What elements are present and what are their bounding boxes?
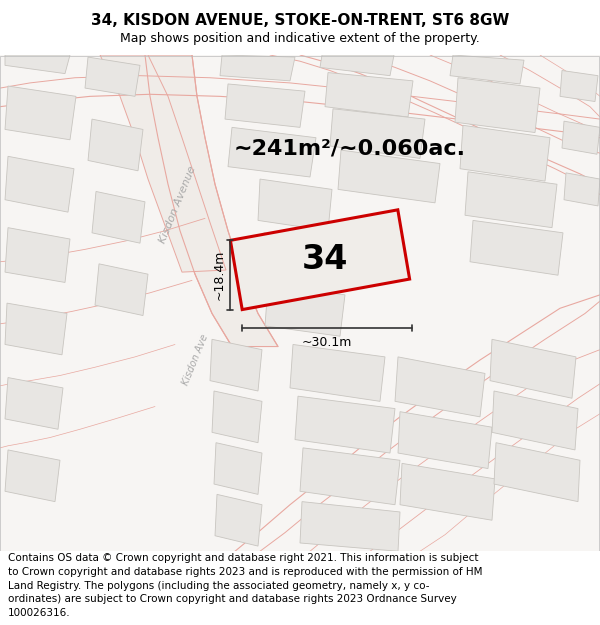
Polygon shape bbox=[560, 71, 598, 101]
Polygon shape bbox=[300, 502, 400, 551]
Polygon shape bbox=[95, 264, 148, 316]
Polygon shape bbox=[225, 84, 305, 127]
Polygon shape bbox=[220, 55, 295, 81]
Polygon shape bbox=[320, 55, 394, 76]
Polygon shape bbox=[5, 55, 70, 74]
Polygon shape bbox=[215, 494, 262, 546]
Polygon shape bbox=[395, 357, 485, 417]
Polygon shape bbox=[5, 450, 60, 502]
Polygon shape bbox=[490, 339, 576, 398]
Polygon shape bbox=[262, 233, 340, 284]
Polygon shape bbox=[564, 173, 600, 206]
Polygon shape bbox=[145, 55, 278, 346]
Text: Map shows position and indicative extent of the property.: Map shows position and indicative extent… bbox=[120, 32, 480, 45]
Text: 34: 34 bbox=[302, 243, 348, 276]
Polygon shape bbox=[300, 448, 400, 505]
Polygon shape bbox=[290, 344, 385, 401]
Polygon shape bbox=[5, 303, 67, 355]
Polygon shape bbox=[398, 412, 492, 469]
Polygon shape bbox=[100, 55, 226, 272]
Polygon shape bbox=[88, 119, 143, 171]
Polygon shape bbox=[210, 339, 262, 391]
Polygon shape bbox=[5, 86, 76, 140]
Polygon shape bbox=[325, 72, 413, 117]
Polygon shape bbox=[228, 127, 316, 177]
Polygon shape bbox=[85, 57, 140, 96]
Polygon shape bbox=[5, 228, 70, 282]
Polygon shape bbox=[5, 378, 63, 429]
Polygon shape bbox=[338, 150, 440, 203]
Polygon shape bbox=[92, 191, 145, 243]
Polygon shape bbox=[492, 391, 578, 450]
Polygon shape bbox=[562, 121, 600, 154]
Polygon shape bbox=[295, 396, 395, 453]
Polygon shape bbox=[265, 284, 345, 336]
Text: Kisdon Ave: Kisdon Ave bbox=[180, 333, 210, 387]
Polygon shape bbox=[494, 442, 580, 502]
Text: ~18.4m: ~18.4m bbox=[212, 250, 225, 300]
Polygon shape bbox=[400, 463, 495, 520]
Polygon shape bbox=[460, 125, 550, 181]
Polygon shape bbox=[230, 210, 410, 309]
Text: Kisdon Avenue: Kisdon Avenue bbox=[158, 165, 198, 245]
Polygon shape bbox=[5, 156, 74, 212]
Polygon shape bbox=[470, 221, 563, 275]
Polygon shape bbox=[212, 391, 262, 442]
Text: ~241m²/~0.060ac.: ~241m²/~0.060ac. bbox=[234, 138, 466, 158]
Text: Contains OS data © Crown copyright and database right 2021. This information is : Contains OS data © Crown copyright and d… bbox=[8, 554, 482, 618]
Polygon shape bbox=[258, 179, 332, 231]
Polygon shape bbox=[465, 172, 557, 227]
Polygon shape bbox=[450, 55, 524, 84]
Polygon shape bbox=[0, 55, 600, 551]
Text: 34, KISDON AVENUE, STOKE-ON-TRENT, ST6 8GW: 34, KISDON AVENUE, STOKE-ON-TRENT, ST6 8… bbox=[91, 13, 509, 28]
Polygon shape bbox=[330, 109, 425, 158]
Text: ~30.1m: ~30.1m bbox=[302, 336, 352, 349]
Polygon shape bbox=[214, 442, 262, 494]
Polygon shape bbox=[455, 78, 540, 132]
